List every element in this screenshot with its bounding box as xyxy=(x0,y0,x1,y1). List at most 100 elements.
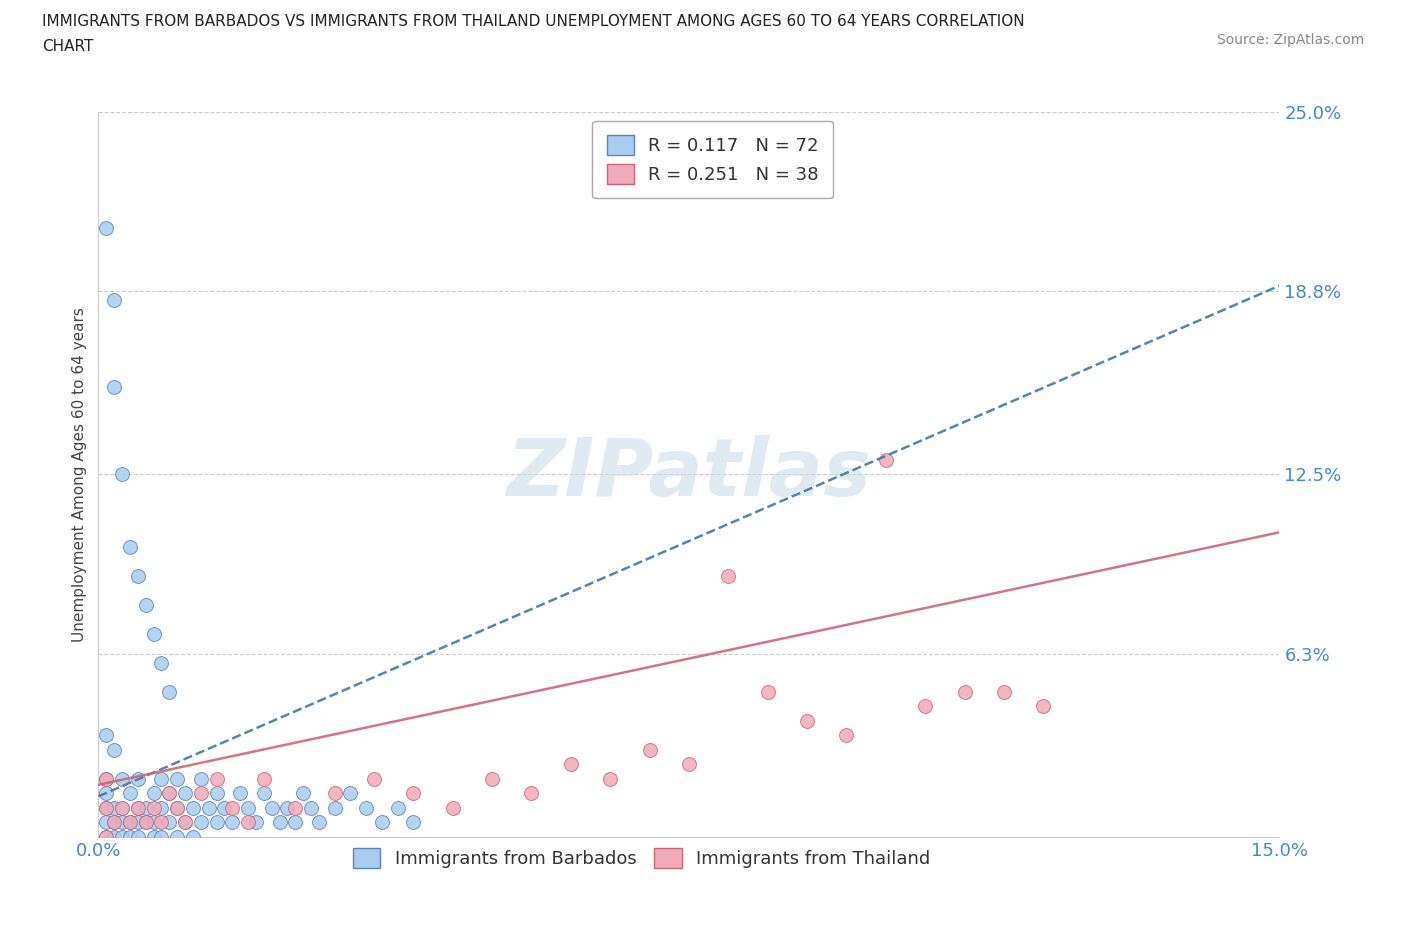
Point xyxy=(142,801,165,816)
Point xyxy=(166,801,188,816)
Point xyxy=(142,627,165,642)
Point xyxy=(118,815,141,830)
Point xyxy=(599,772,621,787)
Point xyxy=(205,786,228,801)
Point xyxy=(181,801,204,816)
Point xyxy=(402,815,425,830)
Point xyxy=(323,801,346,816)
Point xyxy=(111,801,134,816)
Point xyxy=(127,568,149,583)
Point xyxy=(127,801,149,816)
Point xyxy=(796,713,818,728)
Point xyxy=(214,801,236,816)
Point xyxy=(135,815,157,830)
Point xyxy=(142,815,165,830)
Point xyxy=(284,801,307,816)
Text: CHART: CHART xyxy=(42,39,94,54)
Point xyxy=(157,684,180,699)
Point xyxy=(127,772,149,787)
Point xyxy=(993,684,1015,699)
Point xyxy=(135,815,157,830)
Point xyxy=(96,220,118,235)
Point xyxy=(441,801,464,816)
Point xyxy=(111,772,134,787)
Point xyxy=(560,757,582,772)
Y-axis label: Unemployment Among Ages 60 to 64 years: Unemployment Among Ages 60 to 64 years xyxy=(72,307,87,642)
Point xyxy=(157,786,180,801)
Point xyxy=(323,786,346,801)
Point xyxy=(236,815,259,830)
Point xyxy=(292,786,315,801)
Point xyxy=(150,772,173,787)
Point xyxy=(174,815,197,830)
Point xyxy=(96,830,118,844)
Text: ZIPatlas: ZIPatlas xyxy=(506,435,872,513)
Point xyxy=(150,656,173,671)
Point xyxy=(150,830,173,844)
Point xyxy=(1032,699,1054,714)
Point xyxy=(103,815,125,830)
Point xyxy=(103,815,125,830)
Point xyxy=(717,568,740,583)
Point xyxy=(96,772,118,787)
Point xyxy=(103,742,125,757)
Point xyxy=(197,801,219,816)
Point xyxy=(118,815,141,830)
Point xyxy=(221,815,243,830)
Point xyxy=(111,815,134,830)
Point xyxy=(190,772,212,787)
Point xyxy=(111,801,134,816)
Point xyxy=(339,786,361,801)
Point xyxy=(127,830,149,844)
Point xyxy=(253,772,276,787)
Point xyxy=(835,728,858,743)
Point xyxy=(245,815,267,830)
Point xyxy=(135,597,157,612)
Point xyxy=(96,786,118,801)
Point xyxy=(150,801,173,816)
Legend: Immigrants from Barbados, Immigrants from Thailand: Immigrants from Barbados, Immigrants fro… xyxy=(339,833,945,883)
Point xyxy=(157,786,180,801)
Point xyxy=(96,830,118,844)
Point xyxy=(914,699,936,714)
Point xyxy=(205,772,228,787)
Point xyxy=(111,467,134,482)
Point xyxy=(205,815,228,830)
Point xyxy=(174,786,197,801)
Point xyxy=(96,728,118,743)
Text: Source: ZipAtlas.com: Source: ZipAtlas.com xyxy=(1216,33,1364,46)
Point xyxy=(96,815,118,830)
Point xyxy=(363,772,385,787)
Point xyxy=(118,786,141,801)
Point xyxy=(269,815,291,830)
Point xyxy=(308,815,330,830)
Point xyxy=(402,786,425,801)
Point xyxy=(111,830,134,844)
Point xyxy=(166,772,188,787)
Point xyxy=(875,452,897,467)
Point xyxy=(157,815,180,830)
Text: IMMIGRANTS FROM BARBADOS VS IMMIGRANTS FROM THAILAND UNEMPLOYMENT AMONG AGES 60 : IMMIGRANTS FROM BARBADOS VS IMMIGRANTS F… xyxy=(42,14,1025,29)
Point xyxy=(103,801,125,816)
Point xyxy=(756,684,779,699)
Point xyxy=(253,786,276,801)
Point xyxy=(96,801,118,816)
Point xyxy=(678,757,700,772)
Point xyxy=(135,801,157,816)
Point xyxy=(127,815,149,830)
Point xyxy=(103,293,125,308)
Point xyxy=(354,801,377,816)
Point xyxy=(190,786,212,801)
Point xyxy=(96,772,118,787)
Point xyxy=(276,801,298,816)
Point xyxy=(236,801,259,816)
Point xyxy=(118,830,141,844)
Point xyxy=(221,801,243,816)
Point xyxy=(387,801,409,816)
Point xyxy=(174,815,197,830)
Point xyxy=(284,815,307,830)
Point xyxy=(118,539,141,554)
Point xyxy=(638,742,661,757)
Point xyxy=(103,379,125,394)
Point xyxy=(371,815,394,830)
